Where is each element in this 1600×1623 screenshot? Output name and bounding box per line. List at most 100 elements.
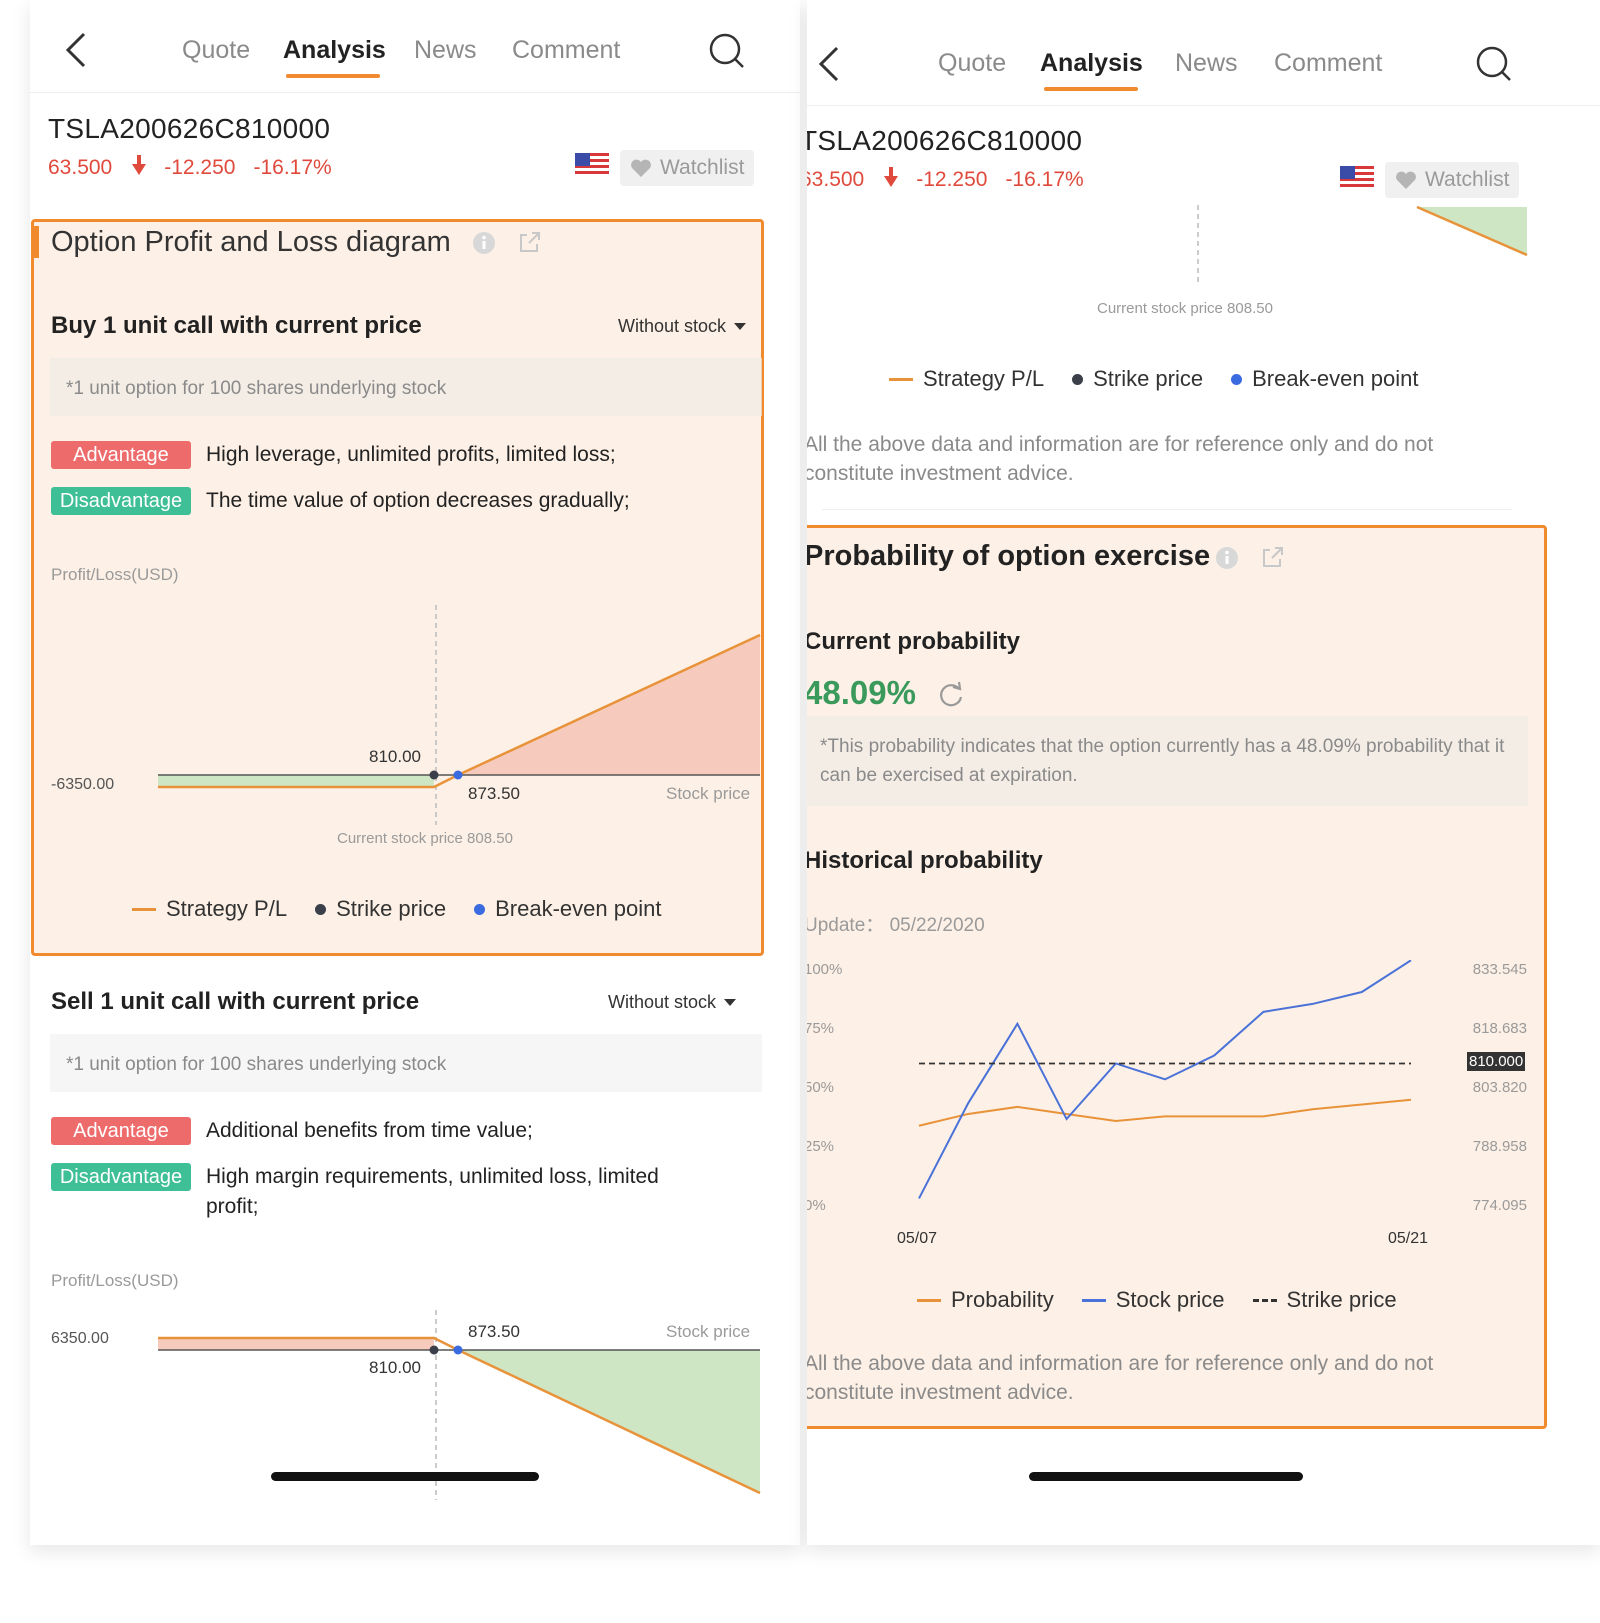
x-tick-end: 05/21: [1388, 1230, 1429, 1247]
pl-disclaimer: All the above data and information are f…: [807, 433, 1434, 485]
sell-strategy-line: [158, 1336, 761, 1495]
legend-strike: Strike price: [1072, 366, 1203, 392]
active-tab-indicator: [1044, 87, 1138, 91]
tab-quote[interactable]: Quote: [182, 36, 251, 64]
tab-comment[interactable]: Comment: [1274, 49, 1383, 77]
price-change: -12.250: [164, 156, 236, 179]
legend-strategy: Strategy P/L: [132, 896, 287, 922]
quote-line: 63.500 -12.250 -16.17%: [48, 155, 350, 180]
right-phone-screen: Quote Analysis News Comment TSLA200626C8…: [807, 0, 1600, 1545]
tab-comment[interactable]: Comment: [512, 36, 621, 64]
left-axis-tick: 100%: [807, 961, 843, 978]
buy-y-axis-label: Profit/Loss(USD): [51, 565, 179, 584]
sell-disadvantage-text: High margin requirements, unlimited loss…: [206, 1165, 659, 1218]
legend-breakeven: Break-even point: [474, 896, 661, 922]
pl-diagram-highlight: [31, 219, 764, 956]
advantage-tag: Advantage: [51, 441, 191, 469]
heart-icon: [631, 159, 651, 177]
tab-analysis[interactable]: Analysis: [283, 36, 386, 64]
us-flag-icon: [575, 153, 609, 177]
tab-quote[interactable]: Quote: [938, 49, 1007, 77]
quote-line: 63.500 -12.250 -16.17%: [807, 167, 1102, 192]
heart-icon: [1396, 171, 1416, 189]
info-icon[interactable]: [472, 231, 496, 255]
left-axis-tick: 0%: [807, 1197, 826, 1214]
sell-profit-value: 6350.00: [51, 1330, 109, 1347]
buy-stock-dropdown[interactable]: Without stock: [618, 316, 747, 337]
buy-call-title: Buy 1 unit call with current price: [51, 312, 422, 339]
disadvantage-tag: Disadvantage: [51, 487, 191, 515]
down-arrow-icon: [884, 167, 899, 187]
search-icon[interactable]: [1475, 45, 1513, 83]
legend-breakeven-label: Break-even point: [495, 896, 662, 921]
option-ticker: TSLA200626C810000: [48, 113, 331, 144]
option-ticker: TSLA200626C810000: [807, 125, 1083, 156]
current-price-label: Current stock price 808.50: [1097, 300, 1273, 317]
price-change: -12.250: [916, 168, 988, 191]
right-axis-tick: 774.095: [1472, 1197, 1527, 1214]
disadvantage-tag: Disadvantage: [51, 1163, 191, 1191]
sell-strike-label: 810.00: [369, 1358, 421, 1377]
sell-breakeven-label: 873.50: [468, 1322, 520, 1341]
buy-dropdown-label: Without stock: [618, 316, 727, 336]
sell-y-axis-label: Profit/Loss(USD): [51, 1271, 179, 1290]
back-arrow-icon[interactable]: [811, 42, 851, 86]
buy-disadvantage-text: The time value of option decreases gradu…: [206, 489, 630, 512]
buy-strategy-line: [158, 633, 761, 789]
nav-divider: [30, 92, 800, 93]
left-axis-tick: 75%: [807, 1020, 835, 1037]
x-tick-start: 05/07: [897, 1230, 938, 1247]
sell-x-axis-label: Stock price: [666, 1322, 751, 1341]
watchlist-label: Watchlist: [660, 156, 745, 179]
search-icon[interactable]: [708, 32, 746, 70]
update-line: Update： 05/22/2020: [807, 910, 985, 937]
update-date: 05/22/2020: [889, 915, 985, 936]
last-price: 63.500: [807, 168, 865, 191]
tab-analysis[interactable]: Analysis: [1040, 49, 1143, 77]
share-icon[interactable]: [1260, 545, 1284, 569]
sell-dropdown-label: Without stock: [608, 992, 717, 1012]
probability-note: *This probability indicates that the opt…: [807, 716, 1528, 806]
tab-news[interactable]: News: [414, 36, 477, 64]
back-arrow-icon[interactable]: [58, 28, 98, 72]
current-probability-title: Current probability: [807, 628, 1021, 655]
right-axis-tick: 803.820: [1472, 1079, 1527, 1096]
refresh-icon[interactable]: [937, 681, 965, 709]
share-icon[interactable]: [517, 230, 541, 254]
sell-strike-point: [429, 1345, 439, 1355]
legend-strategy-label: Strategy P/L: [166, 896, 288, 921]
nav-divider: [807, 105, 1600, 106]
remnant-strategy-line: [1416, 205, 1528, 257]
watchlist-button[interactable]: Watchlist: [1385, 162, 1520, 198]
legend-breakeven: Break-even point: [1231, 366, 1418, 392]
legend-strategy: Strategy P/L: [889, 366, 1044, 392]
right-axis-tick: 833.545: [1472, 961, 1527, 978]
home-indicator: [1029, 1472, 1303, 1481]
current-probability-value: 48.09%: [807, 674, 916, 711]
info-icon[interactable]: [1215, 546, 1239, 570]
us-flag-icon: [1340, 166, 1374, 190]
sell-unit-note: *1 unit option for 100 shares underlying…: [50, 1034, 762, 1092]
buy-loss-value: -6350.00: [51, 776, 115, 793]
buy-loss-area: [158, 775, 434, 787]
right-axis-tick: 818.683: [1472, 1020, 1527, 1037]
tab-news[interactable]: News: [1175, 49, 1238, 77]
sell-stock-dropdown[interactable]: Without stock: [608, 992, 737, 1013]
probability-disclaimer: All the above data and information are f…: [807, 1352, 1434, 1404]
watchlist-label: Watchlist: [1425, 168, 1510, 191]
legend-probability: Probability: [917, 1287, 1054, 1313]
price-change-pct: -16.17%: [1005, 168, 1084, 191]
buy-strike-point: [429, 770, 439, 780]
legend-stock-label: Stock price: [1115, 1287, 1225, 1312]
price-change-pct: -16.17%: [253, 156, 332, 179]
watchlist-button[interactable]: Watchlist: [620, 150, 755, 186]
stock-price-line: [918, 960, 1412, 1199]
historical-probability-chart: [918, 960, 1412, 1199]
legend-strike-label: Strike price: [336, 896, 447, 921]
probability-highlight: [807, 525, 1547, 1429]
legend-strike-label: Strike price: [1286, 1287, 1397, 1312]
buy-breakeven-point: [453, 770, 463, 780]
buy-strike-label: 810.00: [369, 747, 421, 766]
buy-unit-note: *1 unit option for 100 shares underlying…: [50, 358, 762, 416]
buy-pl-chart: [158, 605, 761, 825]
